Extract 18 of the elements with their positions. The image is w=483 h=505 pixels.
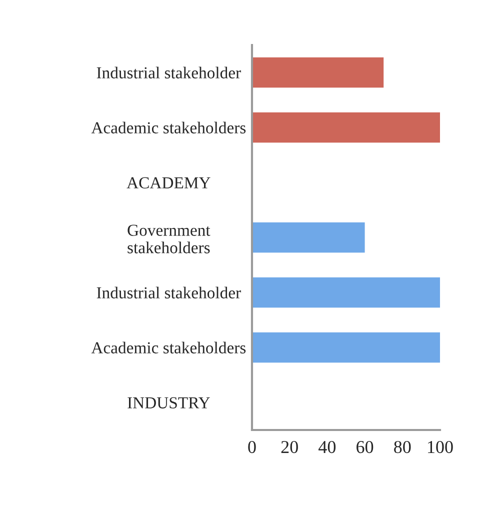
bar [252,112,440,143]
x-tick-label: 20 [281,440,298,454]
bar [252,332,440,363]
y-tick-label: INDUSTRY [128,397,210,408]
bar [252,277,440,308]
x-tick-label: 100 [428,440,453,454]
y-tick-label: Government stakeholders [128,224,210,254]
y-tick-label: Industrial stakeholder [96,66,241,78]
y-tick-label: ACADEMY [126,177,210,188]
y-tick-label: Academic stakeholders [91,342,246,354]
x-tick-label: 60 [356,440,374,454]
y-tick-label: Academic stakeholders [91,122,246,134]
y-tick-label: Industrial stakeholder [96,286,241,298]
x-tick-label: 80 [394,440,411,454]
bar [252,57,384,88]
x-tick-label: 0 [248,440,256,454]
bar [252,222,365,253]
x-tick-label: 40 [318,440,336,454]
